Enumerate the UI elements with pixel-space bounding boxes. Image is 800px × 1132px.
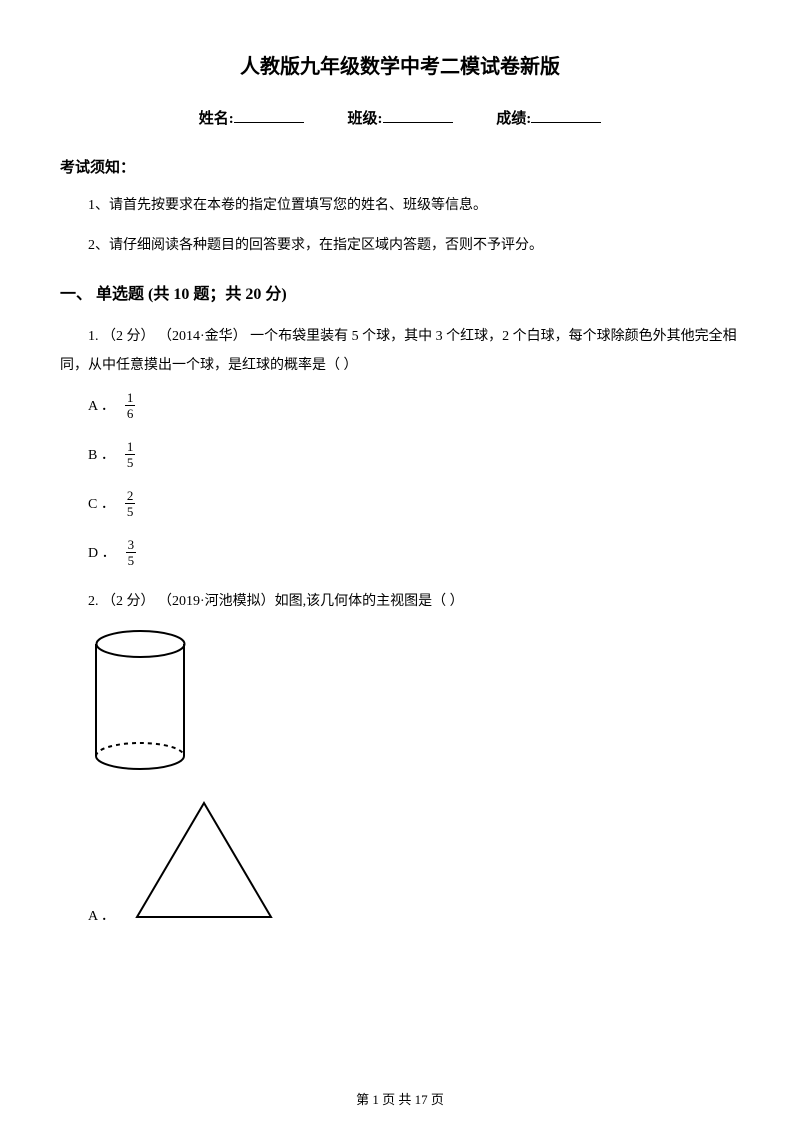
score-blank [531, 122, 601, 123]
question-1: 1. （2 分） （2014·金华） 一个布袋里装有 5 个球，其中 3 个红球… [60, 322, 740, 381]
class-label: 班级: [348, 111, 383, 127]
option-letter-a: A ． [88, 395, 115, 415]
header-fields: 姓名: 班级: 成绩: [60, 107, 740, 128]
q1-stem-line1: 1. （2 分） （2014·金华） 一个布袋里装有 5 个球，其中 3 个红球… [88, 322, 740, 351]
instruction-1: 1、请首先按要求在本卷的指定位置填写您的姓名、班级等信息。 [88, 195, 740, 217]
page-title: 人教版九年级数学中考二模试卷新版 [60, 50, 740, 79]
fraction-d-den: 5 [126, 553, 137, 567]
score-label: 成绩: [496, 111, 531, 127]
fraction-a-num: 1 [125, 391, 136, 406]
option-letter-c: C ． [88, 493, 115, 513]
cylinder-icon [88, 626, 193, 774]
q2-figure-cylinder [88, 626, 740, 779]
q1-option-b: B ． 1 5 [88, 440, 740, 469]
name-blank [234, 122, 304, 123]
q2-stem: 2. （2 分） （2019·河池模拟）如图,该几何体的主视图是（ ） [88, 587, 740, 616]
name-label: 姓名: [199, 111, 234, 127]
instruction-2: 2、请仔细阅读各种题目的回答要求，在指定区域内答题，否则不予评分。 [88, 235, 740, 257]
q1-option-c: C ． 2 5 [88, 489, 740, 518]
class-blank [383, 122, 453, 123]
section-1-heading: 一、 单选题 (共 10 题；共 20 分) [60, 280, 740, 304]
fraction-a-den: 6 [125, 406, 136, 420]
fraction-a: 1 6 [125, 391, 136, 420]
triangle-icon [129, 795, 279, 925]
fraction-c-den: 5 [125, 504, 136, 518]
fraction-d-num: 3 [126, 538, 137, 553]
fraction-d: 3 5 [126, 538, 137, 567]
q1-option-a: A ． 1 6 [88, 391, 740, 420]
q1-stem-line2: 同，从中任意摸出一个球，是红球的概率是（ ） [60, 351, 740, 380]
q2-option-letter-a: A ． [88, 905, 115, 925]
page-footer: 第 1 页 共 17 页 [0, 1089, 800, 1108]
fraction-b-num: 1 [125, 440, 136, 455]
option-letter-b: B ． [88, 444, 115, 464]
fraction-c-num: 2 [125, 489, 136, 504]
q2-option-a: A ． [88, 795, 740, 925]
fraction-b: 1 5 [125, 440, 136, 469]
option-letter-d: D ． [88, 542, 116, 562]
instructions-heading: 考试须知： [60, 156, 740, 177]
q1-option-d: D ． 3 5 [88, 538, 740, 567]
fraction-b-den: 5 [125, 455, 136, 469]
fraction-c: 2 5 [125, 489, 136, 518]
